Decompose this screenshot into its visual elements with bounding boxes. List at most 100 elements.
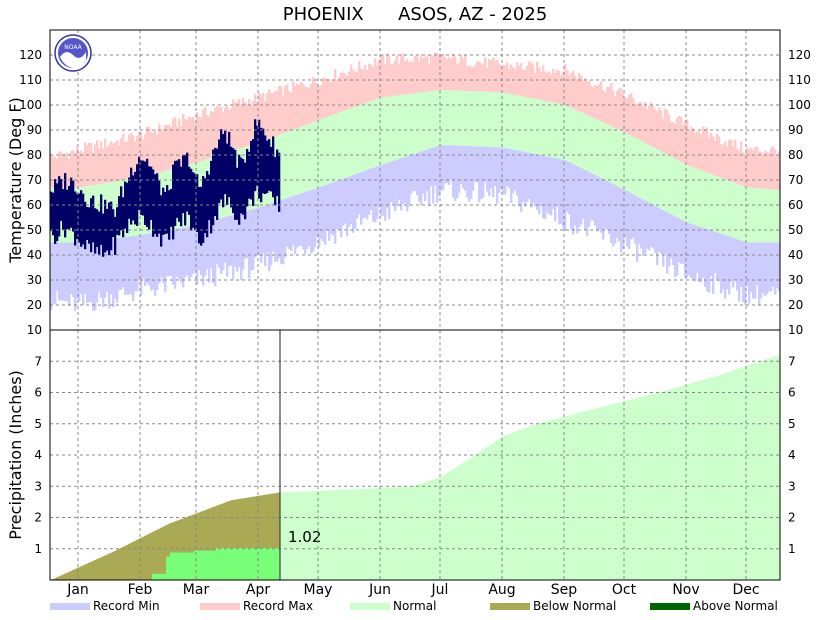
record-max-bar (178, 118, 181, 168)
normal-range-bar (284, 132, 287, 199)
observed-precip-bar (238, 548, 241, 580)
observed-precip-bar (180, 552, 183, 580)
normal-precip-bar (394, 487, 397, 580)
record-min-bar (400, 158, 403, 211)
observed-precip-bar (194, 550, 197, 580)
record-min-bar (156, 232, 159, 290)
record-max-bar (308, 88, 311, 124)
normal-range-bar (484, 91, 487, 147)
record-max-bar (390, 64, 393, 97)
record-max-bar (68, 158, 71, 188)
temp-ytick-left: 50 (27, 223, 42, 237)
normal-precip-bar (562, 416, 565, 580)
normal-precip-bar (520, 429, 523, 580)
normal-precip-bar (720, 374, 723, 580)
observed-temp-bar (136, 164, 139, 226)
record-max-bar (340, 72, 343, 113)
record-max-bar (224, 107, 227, 154)
normal-range-bar (318, 120, 321, 188)
normal-precip-bar (564, 416, 567, 580)
temp-axis-label: Temperature (Deg F) (6, 97, 25, 264)
observed-temp-bar (140, 160, 143, 215)
normal-precip-bar (376, 488, 379, 580)
record-max-bar (490, 60, 493, 93)
observed-temp-bar (92, 195, 95, 243)
normal-range-bar (720, 177, 723, 234)
observed-temp-bar (258, 119, 261, 199)
below-normal-bar (274, 493, 277, 580)
normal-precip-bar (298, 491, 301, 580)
record-min-bar (760, 242, 763, 299)
record-min-bar (440, 145, 443, 192)
observed-temp-bar (82, 193, 85, 245)
record-min-bar (698, 226, 701, 282)
normal-range-bar (500, 92, 503, 148)
record-max-bar (658, 107, 661, 151)
observed-precip-bar (168, 556, 171, 580)
record-max-bar (56, 158, 59, 188)
normal-range-bar (390, 96, 393, 162)
record-max-bar (732, 146, 735, 183)
record-max-bar (534, 72, 537, 99)
record-min-bar (662, 209, 665, 267)
observed-temp-bar (238, 154, 241, 225)
record-max-bar (92, 152, 95, 186)
record-min-bar (310, 190, 313, 254)
below-normal-bar (218, 504, 221, 580)
record-max-bar (236, 101, 239, 150)
observed-temp-bar (236, 167, 239, 220)
observed-temp-bar (122, 197, 125, 238)
record-max-bar (738, 150, 741, 185)
precip-ytick-right: 3 (788, 479, 796, 493)
observed-precip-bar (162, 573, 165, 580)
normal-range-bar (498, 92, 501, 148)
record-max-bar (184, 118, 187, 166)
normal-precip-bar (558, 418, 561, 580)
record-min-bar (324, 185, 327, 245)
observed-temp-bar (94, 208, 97, 254)
record-max-bar (108, 144, 111, 183)
record-min-bar (454, 145, 457, 201)
record-min-bar (484, 146, 487, 183)
record-max-bar (386, 53, 389, 97)
observed-temp-bar (276, 149, 279, 197)
record-min-bar (598, 177, 601, 230)
below-normal-bar (102, 556, 105, 580)
record-min-bar (380, 165, 383, 217)
record-min-bar (322, 186, 325, 242)
observed-precip-bar (258, 548, 261, 580)
observed-precip-bar (196, 550, 199, 580)
record-min-bar (470, 146, 473, 200)
record-min-bar (314, 188, 317, 247)
record-max-bar (132, 135, 135, 179)
record-max-bar (296, 83, 299, 129)
record-min-bar (96, 240, 99, 303)
normal-precip-bar (348, 489, 351, 580)
record-min-bar (56, 242, 59, 292)
normal-range-bar (358, 105, 361, 173)
below-normal-bar (200, 511, 203, 580)
observed-temp-bar (126, 182, 129, 234)
below-normal-bar (236, 499, 239, 580)
normal-range-bar (506, 93, 509, 149)
below-normal-bar (258, 495, 261, 580)
normal-range-bar (716, 176, 719, 233)
record-min-bar (54, 242, 57, 305)
normal-precip-bar (606, 405, 609, 580)
record-max-bar (148, 127, 151, 176)
normal-precip-bar (610, 404, 613, 580)
record-max-bar (722, 144, 725, 179)
record-min-bar (630, 193, 633, 240)
observed-temp-bar (146, 158, 149, 228)
record-max-bar (730, 139, 733, 182)
record-max-bar (766, 152, 769, 190)
legend-swatch (200, 603, 240, 610)
normal-range-bar (656, 149, 659, 207)
normal-range-bar (618, 129, 621, 187)
normal-precip-bar (648, 395, 651, 580)
temp-ytick-left: 60 (27, 198, 42, 212)
record-max-bar (424, 56, 427, 92)
record-min-bar (600, 178, 603, 233)
observed-temp-bar (170, 188, 173, 227)
normal-precip-bar (502, 436, 505, 580)
